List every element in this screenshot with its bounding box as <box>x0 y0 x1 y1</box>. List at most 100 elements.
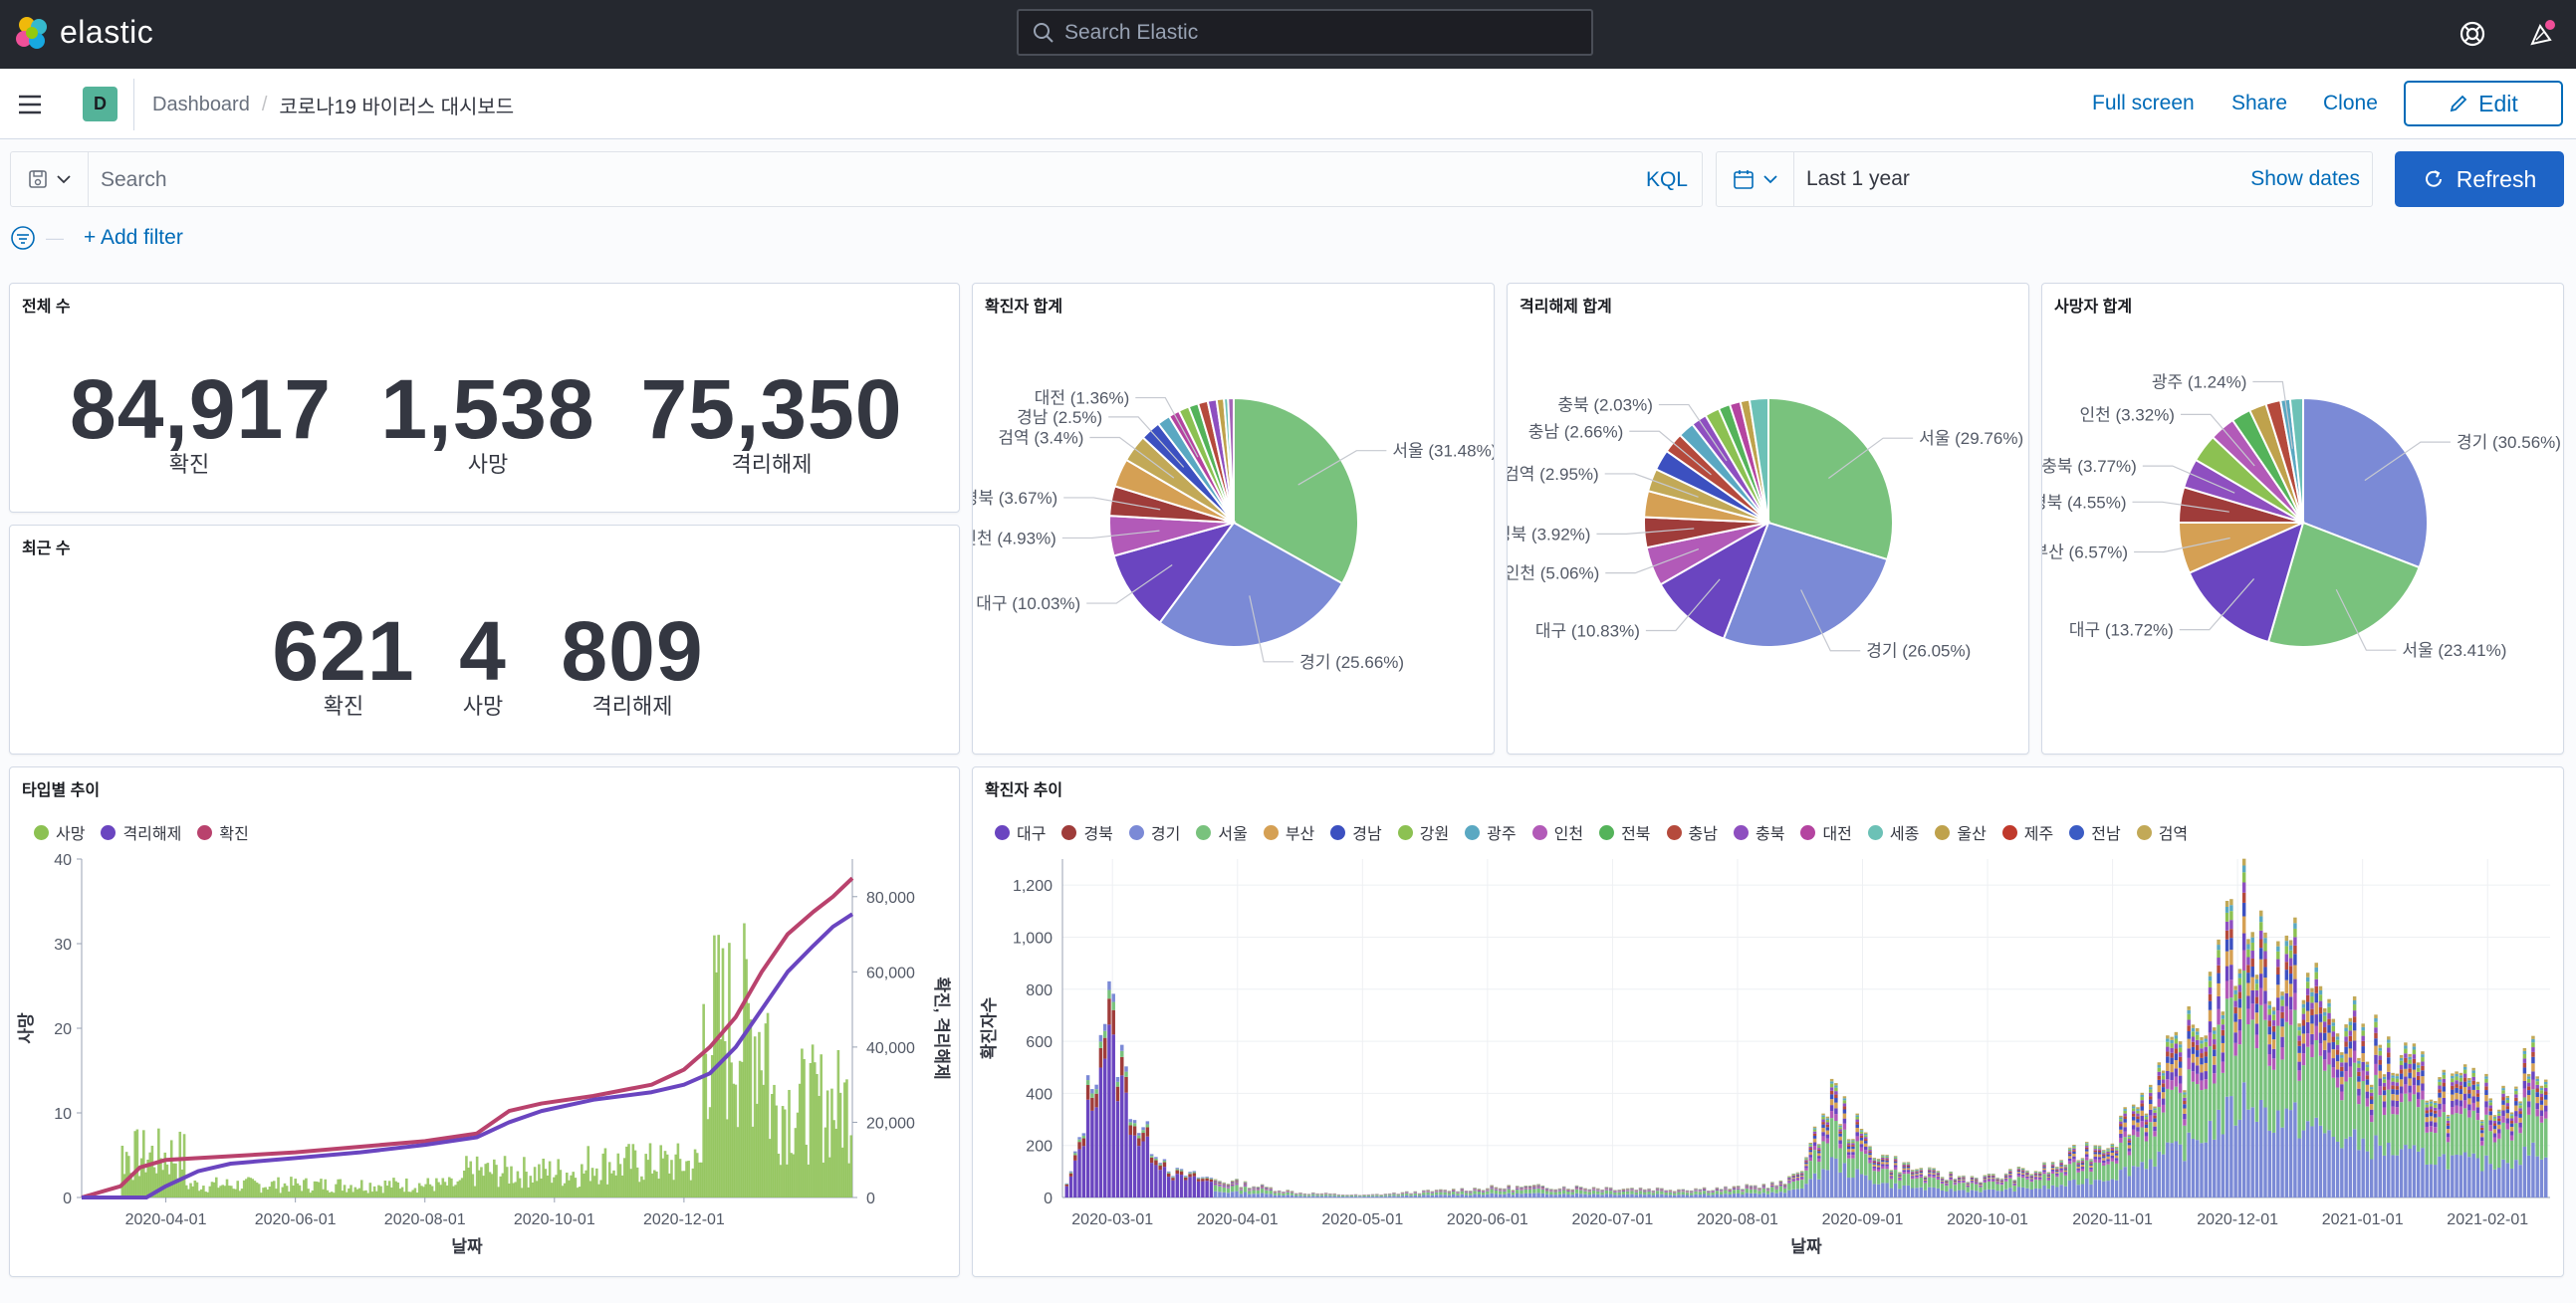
share-button[interactable]: Share <box>2231 92 2288 114</box>
stacked-bar-segment <box>2254 1023 2259 1035</box>
edit-button[interactable]: Edit <box>2404 81 2563 126</box>
stacked-bar-segment <box>2471 1153 2475 1197</box>
help-icon[interactable] <box>2457 18 2488 50</box>
stacked-bar-segment <box>1910 1172 1915 1173</box>
stacked-bar-segment <box>2535 1078 2539 1082</box>
stacked-bar-segment <box>2314 992 2318 1003</box>
stacked-bar-segment <box>1855 1115 1859 1118</box>
stacked-bar-segment <box>2102 1156 2106 1159</box>
stacked-bar-segment <box>1507 1187 1511 1188</box>
stacked-bar-segment <box>2382 1101 2387 1108</box>
deaths-bar <box>586 1146 590 1197</box>
stacked-bar-segment <box>1825 1138 1830 1144</box>
deaths-bar <box>341 1191 345 1197</box>
stacked-bar-segment <box>2012 1181 2016 1182</box>
stacked-bar-segment <box>1302 1194 1307 1196</box>
legend-item[interactable]: 서울 <box>1196 820 1248 844</box>
space-avatar[interactable]: D <box>83 87 117 121</box>
query-input[interactable]: Search <box>101 168 167 191</box>
menu-icon[interactable] <box>16 91 44 118</box>
stacked-bar-segment <box>2059 1170 2063 1173</box>
legend-label: 검역 <box>2158 826 2189 843</box>
pie-chart-released[interactable]: 서울 (29.76%)경기 (26.05%)대구 (10.83%)인천 (5.0… <box>1508 314 2028 752</box>
deaths-bar <box>559 1170 563 1197</box>
legend-item[interactable]: 울산 <box>1935 820 1987 844</box>
legend-item[interactable]: 전남 <box>2069 820 2121 844</box>
add-filter-button[interactable]: + Add filter <box>84 226 183 249</box>
stacked-bar-segment <box>1532 1187 1536 1189</box>
legend-item[interactable]: 확진 <box>197 820 249 844</box>
legend-item[interactable]: 광주 <box>1465 820 1517 844</box>
stacked-bar-segment <box>1536 1187 1540 1189</box>
quick-menu-button[interactable] <box>1717 152 1794 206</box>
deaths-bar <box>627 1144 630 1197</box>
saved-query-menu-button[interactable] <box>11 152 89 206</box>
stacked-bar-segment <box>2335 1069 2340 1078</box>
global-search-input[interactable]: Search Elastic <box>1017 9 1593 56</box>
legend-item[interactable]: 대전 <box>1800 820 1852 844</box>
legend-item[interactable]: 경기 <box>1128 820 1180 844</box>
stacked-bar-segment <box>2093 1180 2097 1197</box>
legend-item[interactable]: 대구 <box>995 820 1046 844</box>
clone-button[interactable]: Clone <box>2323 92 2378 114</box>
legend-item[interactable]: 경북 <box>1061 820 1113 844</box>
legend-item[interactable]: 경남 <box>1330 820 1382 844</box>
legend-item[interactable]: 충남 <box>1666 820 1718 844</box>
legend-item[interactable]: 강원 <box>1397 820 1449 844</box>
legend-item[interactable]: 부산 <box>1263 820 1314 844</box>
legend-item[interactable]: 격리해제 <box>101 820 181 844</box>
pie-chart-confirmed[interactable]: 서울 (31.48%)경기 (25.66%)대구 (10.03%)인천 (4.9… <box>973 314 1494 752</box>
stacked-bar-segment <box>2237 973 2242 978</box>
stacked-bar-segment <box>2174 1048 2179 1054</box>
stacked-bar-segment <box>1932 1169 1936 1171</box>
stacked-bar-segment <box>1987 1179 1991 1181</box>
legend-item[interactable]: 제주 <box>2001 820 2053 844</box>
deaths-bar <box>650 1173 654 1197</box>
elastic-logo[interactable]: elastic <box>14 14 153 51</box>
stacked-bar-segment <box>2446 1118 2451 1121</box>
stacked-bar-segment <box>2263 990 2267 1004</box>
line-chart-trend-by-type[interactable]: 010203040020,00040,00060,00080,0002020-0… <box>10 847 959 1275</box>
stacked-bar-segment <box>2412 1043 2417 1047</box>
stacked-bar-segment <box>1098 1047 1103 1068</box>
stacked-bar-segment <box>1579 1190 1583 1191</box>
stacked-bar-segment <box>1876 1159 1881 1160</box>
stacked-bar-segment <box>2501 1159 2505 1197</box>
stacked-bar-segment <box>2475 1120 2480 1159</box>
legend-dot <box>1666 824 1682 840</box>
news-feed-icon[interactable] <box>2526 18 2558 50</box>
full-screen-button[interactable]: Full screen <box>2092 92 2195 114</box>
stacked-bar-segment <box>2479 1133 2484 1138</box>
stacked-bar-segment <box>2110 1143 2115 1145</box>
stacked-bar-segment <box>2314 1025 2318 1041</box>
deaths-bar <box>595 1168 598 1197</box>
legend-item[interactable]: 사망 <box>34 820 85 844</box>
stacked-bar-segment <box>2467 1082 2471 1087</box>
stacked-bar-segment <box>2335 1044 2340 1050</box>
stacked-bar-segment <box>2106 1156 2110 1160</box>
legend-dot <box>2136 824 2152 840</box>
filter-icon[interactable] <box>10 225 36 251</box>
stacked-bar-segment <box>1507 1187 1511 1189</box>
pie-chart-deaths[interactable]: 경기 (30.56%)서울 (23.41%)대구 (13.72%)부산 (6.5… <box>2042 314 2563 752</box>
refresh-button[interactable]: Refresh <box>2395 151 2564 207</box>
kql-toggle[interactable]: KQL <box>1645 168 1688 191</box>
legend-item[interactable]: 충북 <box>1733 820 1784 844</box>
filter-divider: — <box>46 227 64 248</box>
stacked-bar-segment <box>2318 1006 2323 1014</box>
stacked-bar-segment <box>2140 1100 2144 1104</box>
stacked-bar-segment <box>1239 1189 1244 1190</box>
legend-item[interactable]: 전북 <box>1599 820 1651 844</box>
stacked-bar-segment <box>2072 1150 2076 1152</box>
show-dates-button[interactable]: Show dates <box>2250 167 2360 190</box>
breadcrumb-dashboard[interactable]: Dashboard <box>152 94 250 115</box>
legend-item[interactable]: 검역 <box>2136 820 2189 844</box>
legend-item[interactable]: 세종 <box>1867 820 1919 844</box>
time-range-value[interactable]: Last 1 year <box>1806 167 1910 190</box>
stacked-bar-segment <box>2352 1129 2357 1197</box>
legend-dot <box>1263 824 1279 840</box>
stacked-bar-segment <box>1128 1119 1133 1123</box>
legend-item[interactable]: 인천 <box>1531 820 1583 844</box>
stacked-bar-segment <box>2008 1172 2012 1175</box>
